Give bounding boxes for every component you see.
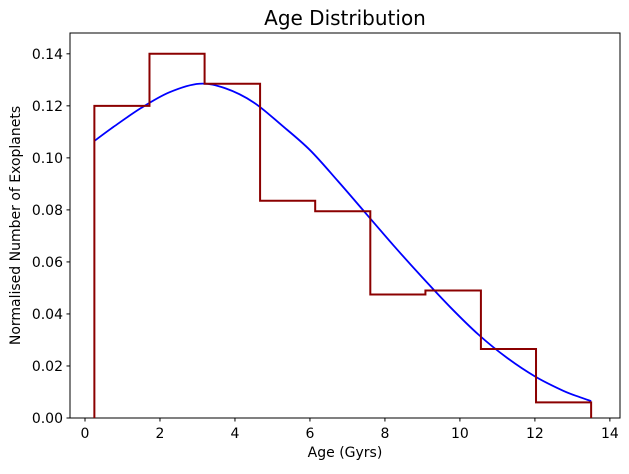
y-axis-ticks: 0.00 0.02 0.04 0.06 0.08 0.10 0.12 0.14 [32,47,70,427]
y-tick-label: 0.12 [32,99,63,115]
x-tick-label: 12 [526,426,544,442]
x-tick-label: 0 [81,426,90,442]
x-tick-label: 2 [156,426,165,442]
x-axis-label: Age (Gyrs) [308,445,383,461]
y-tick-label: 0.00 [32,411,63,427]
x-tick-label: 10 [451,426,469,442]
y-tick-label: 0.08 [32,203,63,219]
chart-title: Age Distribution [264,6,426,30]
y-tick-label: 0.04 [32,307,63,323]
y-tick-label: 0.14 [32,47,63,63]
x-tick-label: 14 [601,426,619,442]
x-axis-ticks: 0 2 4 6 8 10 12 14 [81,418,619,442]
x-tick-label: 6 [305,426,314,442]
x-tick-label: 4 [231,426,240,442]
histogram-step-outline [93,52,593,418]
y-tick-label: 0.02 [32,359,63,375]
plot-frame [69,32,621,419]
y-tick-label: 0.10 [32,151,63,167]
x-tick-label: 8 [380,426,389,442]
y-tick-label: 0.06 [32,255,63,271]
y-axis-label: Normalised Number of Exoplanets [8,106,24,345]
fit-curve-line [93,82,592,402]
